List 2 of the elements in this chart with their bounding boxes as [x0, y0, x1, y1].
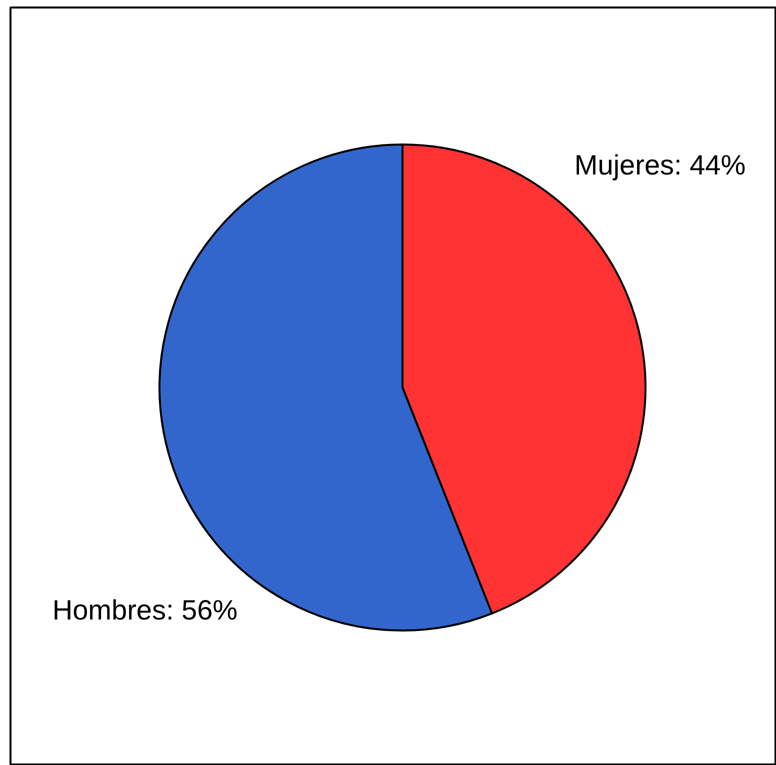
- slice-label: Hombres: 56%: [52, 594, 238, 626]
- slice-label: Mujeres: 44%: [574, 150, 746, 181]
